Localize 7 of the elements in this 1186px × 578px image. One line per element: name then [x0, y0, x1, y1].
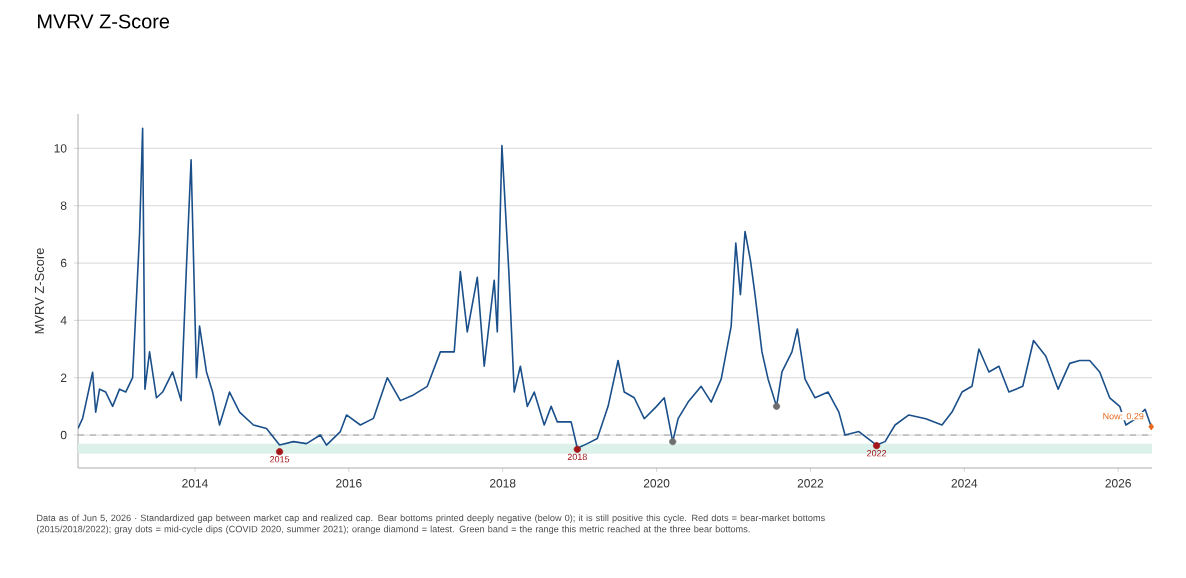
- point: [275, 448, 284, 456]
- point: [772, 402, 781, 410]
- point: [573, 445, 581, 453]
- point: [669, 438, 677, 446]
- chart-title: MVRV Z-Score: [38, 14, 170, 29]
- point: [873, 442, 881, 450]
- point: [1148, 423, 1155, 431]
